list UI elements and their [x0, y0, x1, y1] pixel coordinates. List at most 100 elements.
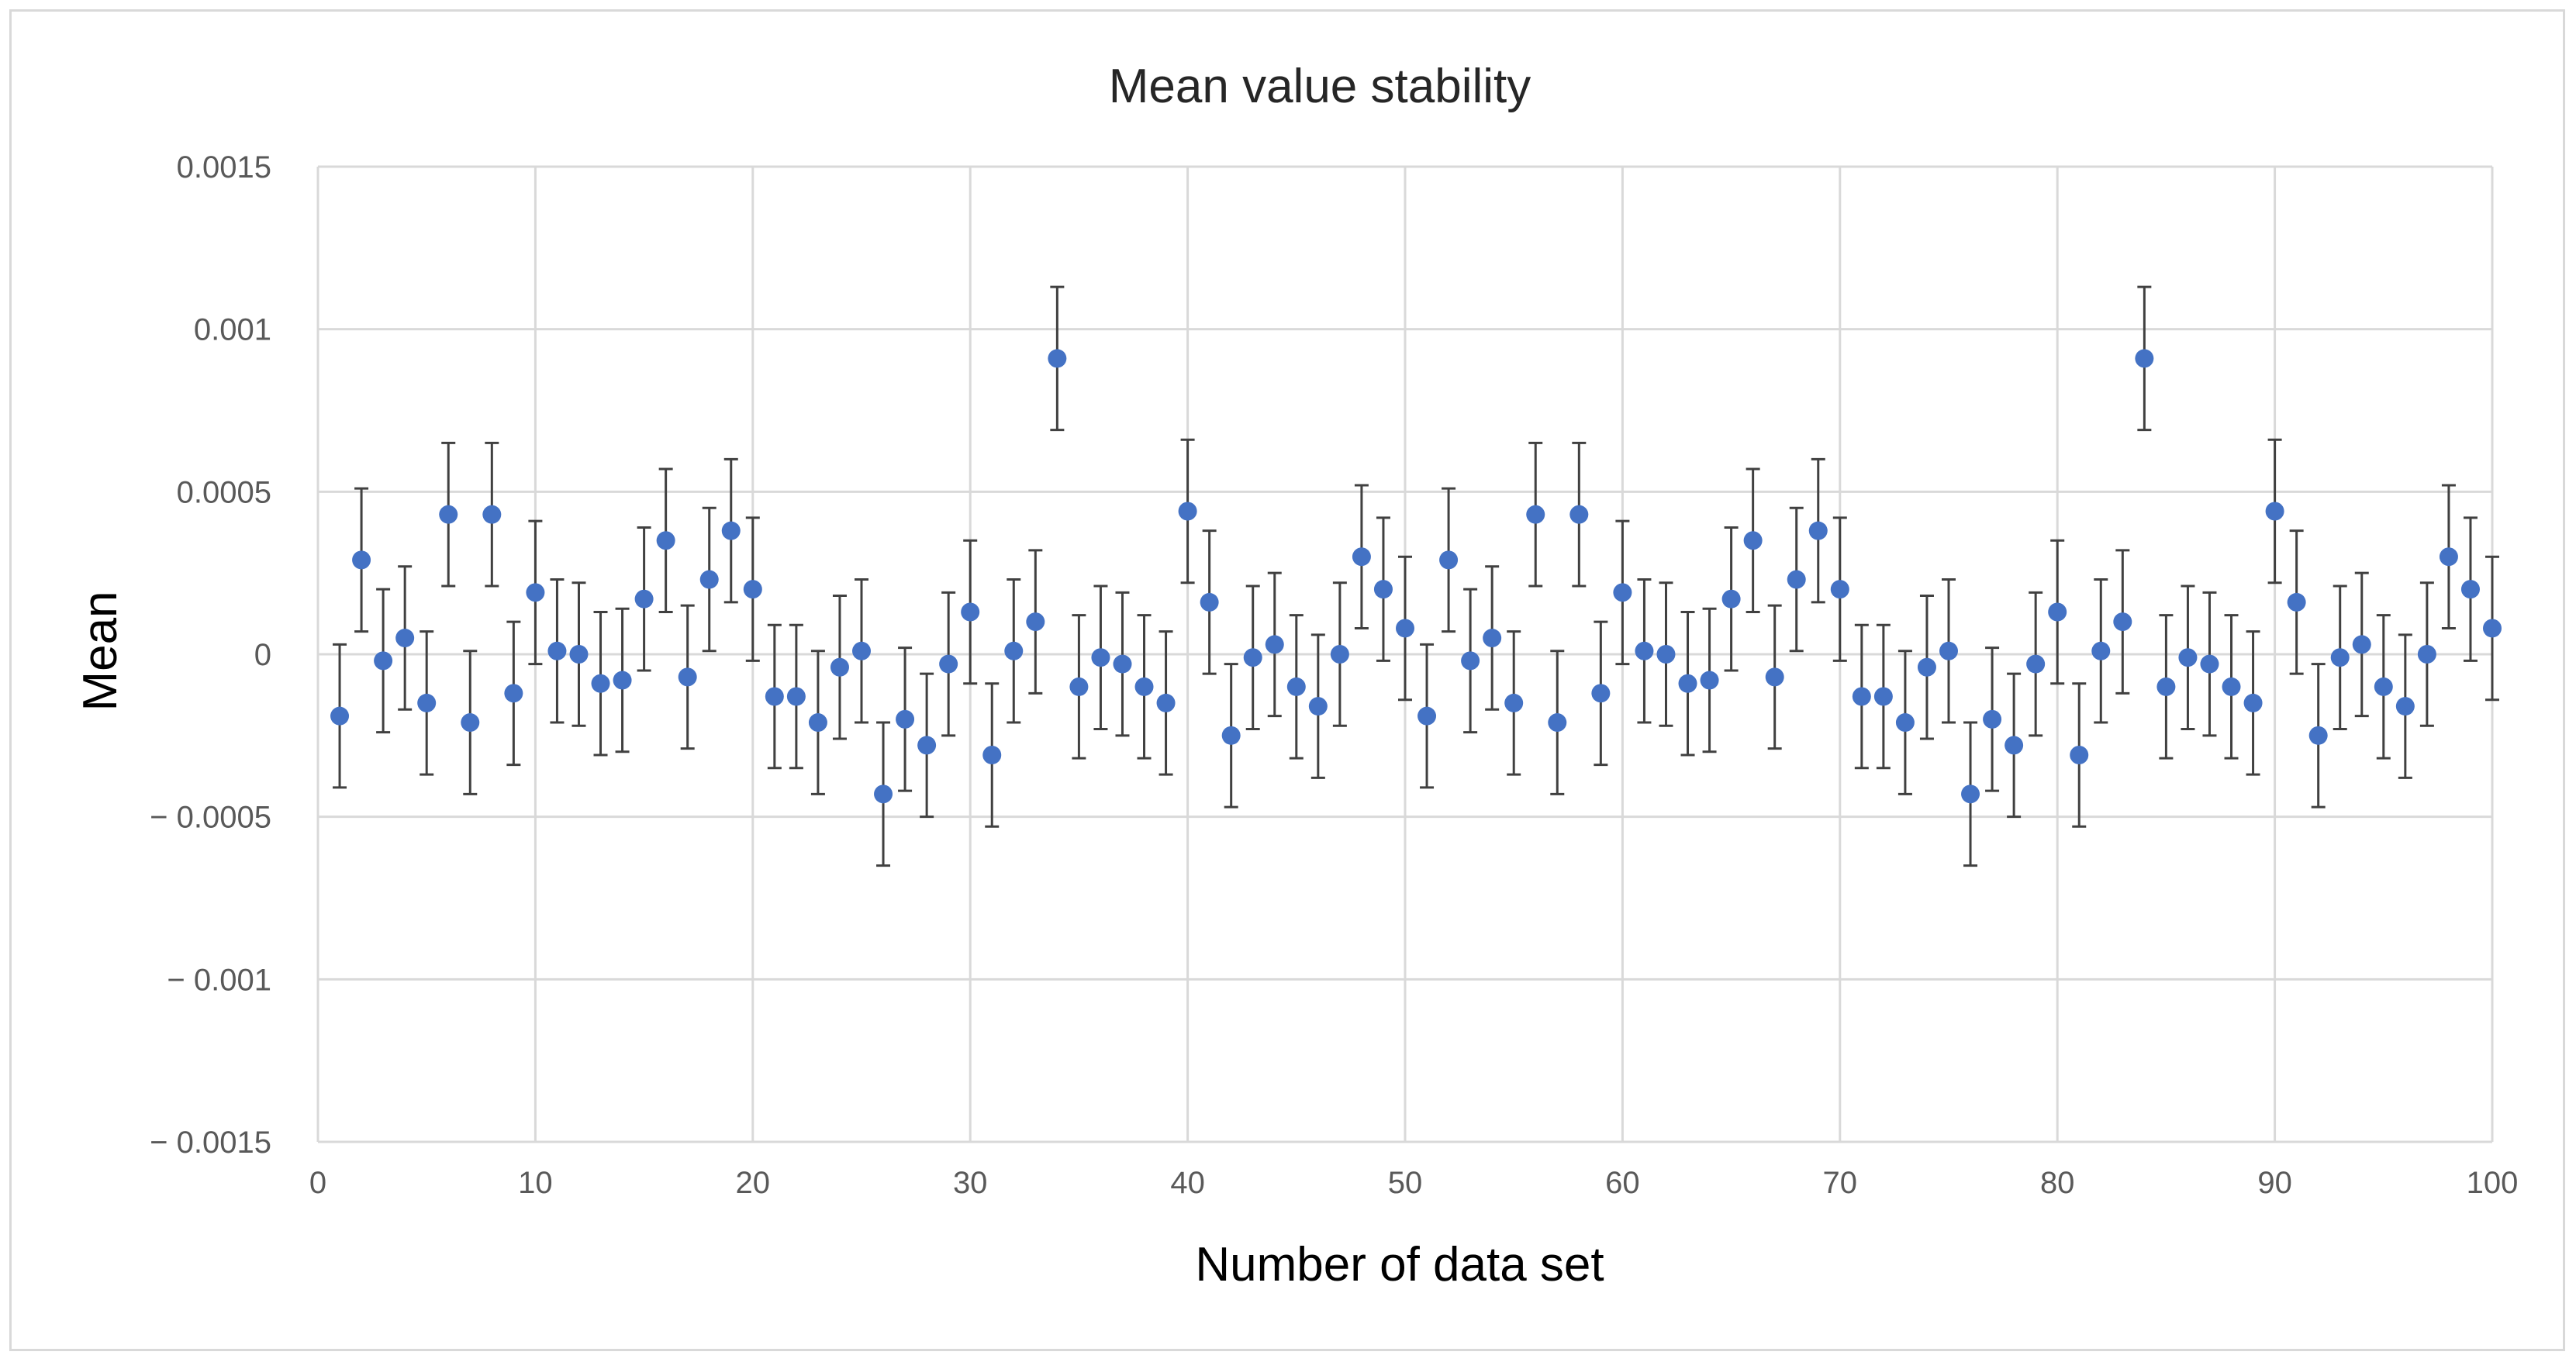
data-point — [482, 505, 502, 524]
data-point-group — [2439, 484, 2458, 629]
data-point-group — [1526, 441, 1545, 588]
data-point — [591, 674, 610, 693]
data-point-group — [547, 578, 567, 724]
data-point-group — [1286, 614, 1306, 760]
data-point — [2460, 580, 2480, 599]
data-point — [330, 706, 350, 726]
data-point — [1787, 570, 1806, 589]
data-point — [2156, 677, 2176, 696]
data-point-group — [1808, 457, 1828, 604]
data-point — [2287, 592, 2306, 612]
data-point-group — [1721, 526, 1741, 672]
data-point-group — [1439, 487, 1459, 633]
data-point — [721, 521, 741, 540]
y-tick-label: 0.001 — [194, 313, 271, 347]
data-point — [961, 602, 980, 622]
data-point — [1700, 671, 1719, 690]
data-point — [374, 651, 393, 671]
data-point — [1873, 687, 1893, 706]
data-point-group — [1330, 581, 1349, 727]
y-tick-labels: 0.0015 0.001 0.0005 0 − 0.0005 − 0.001 − 0.001… — [150, 150, 271, 1160]
data-point-group — [743, 516, 762, 662]
data-point-group — [395, 565, 415, 711]
data-point — [874, 784, 893, 804]
data-point — [1526, 505, 1545, 524]
data-point-group — [678, 604, 697, 750]
data-point — [1308, 697, 1328, 716]
data-point — [1134, 677, 1154, 696]
data-point — [1461, 651, 1480, 671]
data-point — [1221, 726, 1241, 745]
data-point-group — [830, 595, 849, 740]
data-point-group — [2091, 578, 2111, 724]
data-point-group — [2048, 539, 2067, 685]
data-point-group — [1156, 630, 1176, 776]
data-point-group — [808, 650, 827, 795]
data-point — [526, 583, 545, 602]
data-point — [2070, 745, 2089, 764]
x-tick-label: 60 — [1605, 1166, 1640, 1200]
data-point-group — [1613, 519, 1632, 666]
data-point-group — [1200, 529, 1219, 675]
data-point-group — [482, 441, 502, 588]
data-point-group — [1787, 506, 1806, 653]
data-point-group — [417, 630, 437, 776]
data-point-group — [2352, 571, 2371, 718]
y-axis-title: Mean — [74, 591, 127, 711]
data-point-group — [504, 620, 523, 767]
data-point-group — [2374, 614, 2393, 760]
x-axis-title: Number of data set — [1195, 1238, 1604, 1291]
data-point-group — [1743, 467, 1763, 613]
y-tick-label: 0.0015 — [177, 150, 271, 184]
data-point — [2265, 502, 2284, 521]
data-point — [786, 687, 806, 706]
data-point-group — [1939, 578, 1958, 724]
data-point-group — [2417, 581, 2436, 727]
data-point — [2374, 677, 2393, 696]
x-tick-label: 70 — [1823, 1166, 1858, 1200]
x-tick-label: 30 — [953, 1166, 988, 1200]
data-point-group — [1178, 438, 1197, 584]
data-point-group — [1048, 285, 1067, 432]
data-point — [2439, 547, 2458, 567]
data-point — [547, 641, 567, 660]
chart-title: Mean value stability — [1109, 60, 1531, 113]
data-point-group — [939, 591, 958, 737]
data-point-group — [852, 578, 871, 724]
data-point — [461, 713, 480, 733]
data-point — [2308, 726, 2328, 745]
data-point-group — [1221, 663, 1241, 809]
x-tick-labels: 0 10 20 30 40 50 60 70 80 90 100 — [309, 1166, 2519, 1200]
data-point — [1678, 674, 1697, 693]
x-tick-label: 50 — [1388, 1166, 1423, 1200]
data-point — [2113, 612, 2132, 632]
data-point-group — [2178, 584, 2198, 730]
data-point-group — [961, 539, 980, 685]
data-point — [917, 736, 937, 755]
data-point — [808, 713, 827, 733]
data-point — [1591, 684, 1611, 703]
data-point-group — [1983, 647, 2002, 792]
data-point-group — [1396, 555, 1414, 702]
data-point-group — [352, 487, 371, 633]
data-point — [1656, 645, 1676, 664]
data-point-group — [699, 506, 719, 653]
data-point-group — [1483, 565, 1502, 711]
data-point-group — [1678, 610, 1697, 757]
data-point — [656, 531, 675, 550]
chart-frame — [9, 9, 2565, 1351]
data-point-group — [1243, 584, 1262, 730]
data-point-group — [2395, 633, 2415, 779]
data-point — [1569, 505, 1589, 524]
data-point — [1504, 693, 1524, 712]
data-point — [613, 671, 632, 690]
y-tick-label: − 0.0005 — [150, 801, 271, 835]
data-point — [1417, 706, 1437, 726]
data-point — [2395, 697, 2415, 716]
data-point — [1352, 547, 1371, 567]
data-point — [1396, 619, 1414, 638]
data-point-group — [374, 588, 393, 734]
data-point — [1613, 583, 1632, 602]
x-tick-label: 90 — [2257, 1166, 2292, 1200]
